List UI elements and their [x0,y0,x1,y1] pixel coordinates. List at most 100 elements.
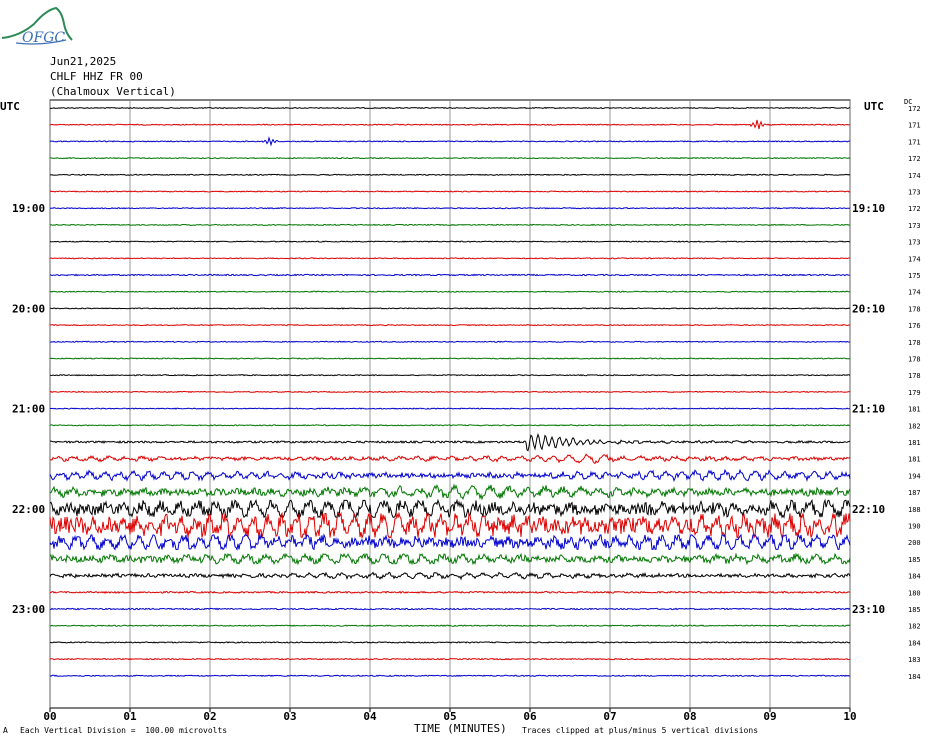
dc-value: 174 [908,289,921,297]
right-time-label: 20:10 [852,302,885,315]
x-tick-label: 00 [43,710,56,723]
trace-line [49,468,851,483]
dc-value: 200 [908,539,921,547]
x-tick-label: 08 [683,710,696,723]
trace-line [49,173,851,176]
station-label: CHLF HHZ FR 00 [50,70,143,83]
trace-line [49,552,851,566]
dc-value: 172 [908,105,921,113]
left-time-label: 22:00 [12,503,45,516]
trace-line [49,240,851,243]
left-time-label: 19:00 [12,202,45,215]
trace-line [49,340,851,343]
x-tick-label: 07 [603,710,616,723]
trace-line [49,307,851,310]
location-label: (Chalmoux Vertical) [50,85,176,98]
trace-line [49,674,851,678]
dc-value: 187 [908,489,921,497]
dc-value: 178 [908,356,921,364]
x-tick-label: 03 [283,710,296,723]
trace-line [49,607,851,611]
trace-line [49,357,851,360]
dc-value: 181 [908,406,921,414]
dc-value: 172 [908,155,921,163]
left-time-label: 20:00 [12,302,45,315]
dc-value: 184 [908,573,921,581]
dc-value: 176 [908,322,921,330]
dc-label: DC [904,98,912,106]
dc-value: 184 [908,673,921,681]
trace-line [49,374,851,377]
right-time-label: 19:10 [852,202,885,215]
date-label: Jun21,2025 [50,55,117,68]
trace-line [49,136,851,147]
trace-line [49,453,851,465]
trace-line [49,323,851,327]
dc-value: 179 [908,389,921,397]
right-time-label: 21:10 [852,403,885,416]
x-tick-label: 09 [763,710,776,723]
trace-line [49,106,851,110]
dc-value: 178 [908,372,921,380]
left-time-label: 21:00 [12,403,45,416]
dc-value: 173 [908,222,921,230]
trace-line [50,156,851,160]
trace-line [49,498,851,519]
dc-value: 172 [908,205,921,213]
trace-line [49,273,851,277]
dc-value: 184 [908,639,921,647]
dc-value: 181 [908,439,921,447]
trace-line [49,223,851,227]
x-tick-label: 06 [523,710,537,723]
scale-marker: A [3,726,8,735]
trace-line [49,571,851,581]
trace-line [49,290,851,293]
dc-value: 174 [908,255,921,263]
trace-line [49,207,851,210]
left-time-label: 23:00 [12,603,45,616]
dc-value: 185 [908,606,921,614]
dc-value: 178 [908,305,921,313]
dc-value: 185 [908,556,921,564]
trace-line [49,119,851,130]
dc-value: 173 [908,239,921,247]
x-tick-label: 05 [443,710,456,723]
dc-value: 194 [908,472,921,480]
dc-value: 171 [908,138,921,146]
x-tick-label: 02 [203,710,216,723]
trace-line [49,483,851,501]
trace-line [49,624,851,627]
right-time-label: 23:10 [852,603,885,616]
x-axis-title: TIME (MINUTES) [414,722,507,735]
x-tick-label: 01 [123,710,137,723]
trace-line [49,257,851,260]
x-tick-label: 04 [363,710,377,723]
dc-value: 188 [908,506,921,514]
x-tick-label: 10 [843,710,856,723]
trace-line [49,641,851,644]
ofgc-logo: OFGC [1,6,73,46]
trace-line [49,190,851,193]
trace-line [50,433,851,452]
clip-text: Traces clipped at plus/minus 5 vertical … [522,726,759,735]
dc-value: 181 [908,456,921,464]
dc-value: 175 [908,272,921,280]
left-utc-label: UTC [0,100,20,113]
dc-value: 174 [908,172,921,180]
dc-value: 173 [908,189,921,197]
dc-value: 180 [908,589,921,597]
scale-text: Each Vertical Division = 100.00 microvol… [20,726,228,735]
trace-line [50,407,850,410]
dc-value: 171 [908,122,921,130]
dc-value: 178 [908,339,921,347]
trace-line [49,424,851,427]
trace-line [50,590,851,595]
right-utc-label: UTC [864,100,884,113]
trace-line [49,657,851,661]
right-time-label: 22:10 [852,503,885,516]
trace-line [49,390,851,394]
dc-value: 182 [908,623,921,631]
trace-line [49,533,851,551]
dc-value: 182 [908,422,921,430]
